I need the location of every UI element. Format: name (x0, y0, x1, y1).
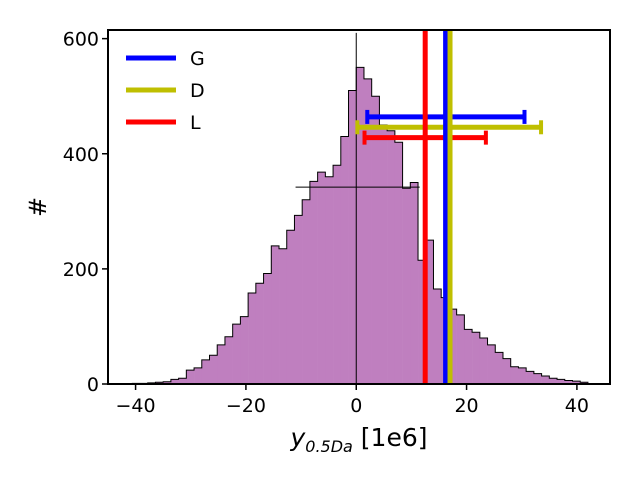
histogram-bar (387, 130, 396, 384)
plot-frame (107, 29, 611, 385)
estimate-series (355, 30, 544, 384)
histogram-bar (201, 359, 210, 384)
histogram-bar (541, 375, 550, 384)
histogram-bar (472, 332, 481, 384)
histogram-bar (557, 379, 566, 384)
histogram-bar (394, 142, 403, 384)
histogram-bar (356, 67, 365, 384)
histogram-bar (255, 283, 264, 384)
x-axis-label: y0.5Da [1e6] (289, 423, 427, 456)
histogram-bar (317, 172, 326, 384)
histogram-bar (325, 176, 334, 384)
histogram-bar (340, 136, 349, 384)
histogram-bar (526, 371, 535, 384)
histogram-bar (348, 90, 357, 384)
y-tick-label: 600 (63, 29, 99, 51)
histogram-bar (263, 273, 272, 384)
histogram-bar (418, 260, 427, 384)
x-axis-ticks: −40 −20 0 20 40 (116, 384, 589, 417)
histogram-bar (425, 240, 434, 384)
x-tick-label: 20 (454, 395, 478, 417)
histogram-bar (572, 381, 581, 384)
histogram-bar (170, 379, 179, 384)
histogram-bar (518, 367, 527, 384)
legend: GDL (126, 48, 205, 134)
histogram-bar (487, 344, 496, 384)
reference-lines (295, 32, 420, 384)
histogram-bar (495, 352, 504, 384)
histogram-bar (286, 230, 295, 384)
histogram-bar (232, 324, 241, 384)
x-tick-label: −20 (226, 395, 266, 417)
histogram-outline (131, 66, 589, 384)
legend-label-D: D (190, 80, 205, 102)
histogram-bar (410, 182, 419, 384)
legend-label-G: G (190, 48, 205, 70)
x-axis-label-unit: [1e6] (353, 423, 428, 452)
histogram-bar (163, 381, 172, 384)
histogram-bar (309, 181, 318, 384)
histogram-bar (178, 378, 187, 384)
histogram-bar (510, 366, 519, 384)
histogram-bar (194, 367, 203, 384)
histogram-bar (456, 314, 465, 384)
histogram-bar (248, 293, 257, 384)
histogram-bar (209, 355, 218, 384)
histogram-bar (333, 165, 342, 384)
y-axis-label: # (24, 197, 52, 217)
x-axis-label-sub: 0.5Da (305, 437, 353, 456)
histogram-bar (433, 289, 442, 384)
x-axis-label-main: y (289, 423, 306, 452)
histogram-bar (448, 309, 457, 384)
histogram-bar (479, 337, 488, 384)
histogram-bar (294, 215, 303, 384)
histogram-bar (271, 245, 280, 384)
y-tick-label: 200 (63, 259, 99, 281)
histogram-bar (302, 199, 311, 384)
histogram-bar (564, 380, 573, 384)
y-tick-label: 400 (63, 144, 99, 166)
histogram-bar (549, 378, 558, 384)
histogram-bar (533, 373, 542, 384)
histogram-bar (371, 96, 380, 384)
histogram-bar (186, 370, 195, 384)
legend-label-L: L (190, 112, 201, 134)
x-tick-label: 0 (350, 395, 362, 417)
histogram-bar (279, 248, 288, 384)
histogram-bar (402, 188, 411, 384)
x-tick-label: 40 (565, 395, 589, 417)
histogram-bar (240, 316, 249, 384)
histogram-bar (363, 78, 372, 385)
y-axis-ticks: 0 200 400 600 (63, 29, 108, 396)
y-tick-label: 0 (87, 374, 99, 396)
histogram-bar (502, 358, 512, 384)
x-tick-label: −40 (116, 395, 156, 417)
histogram-bar (224, 336, 233, 384)
histogram-bar (379, 124, 388, 384)
histogram-bar (217, 344, 226, 384)
histogram-bar (464, 329, 473, 384)
